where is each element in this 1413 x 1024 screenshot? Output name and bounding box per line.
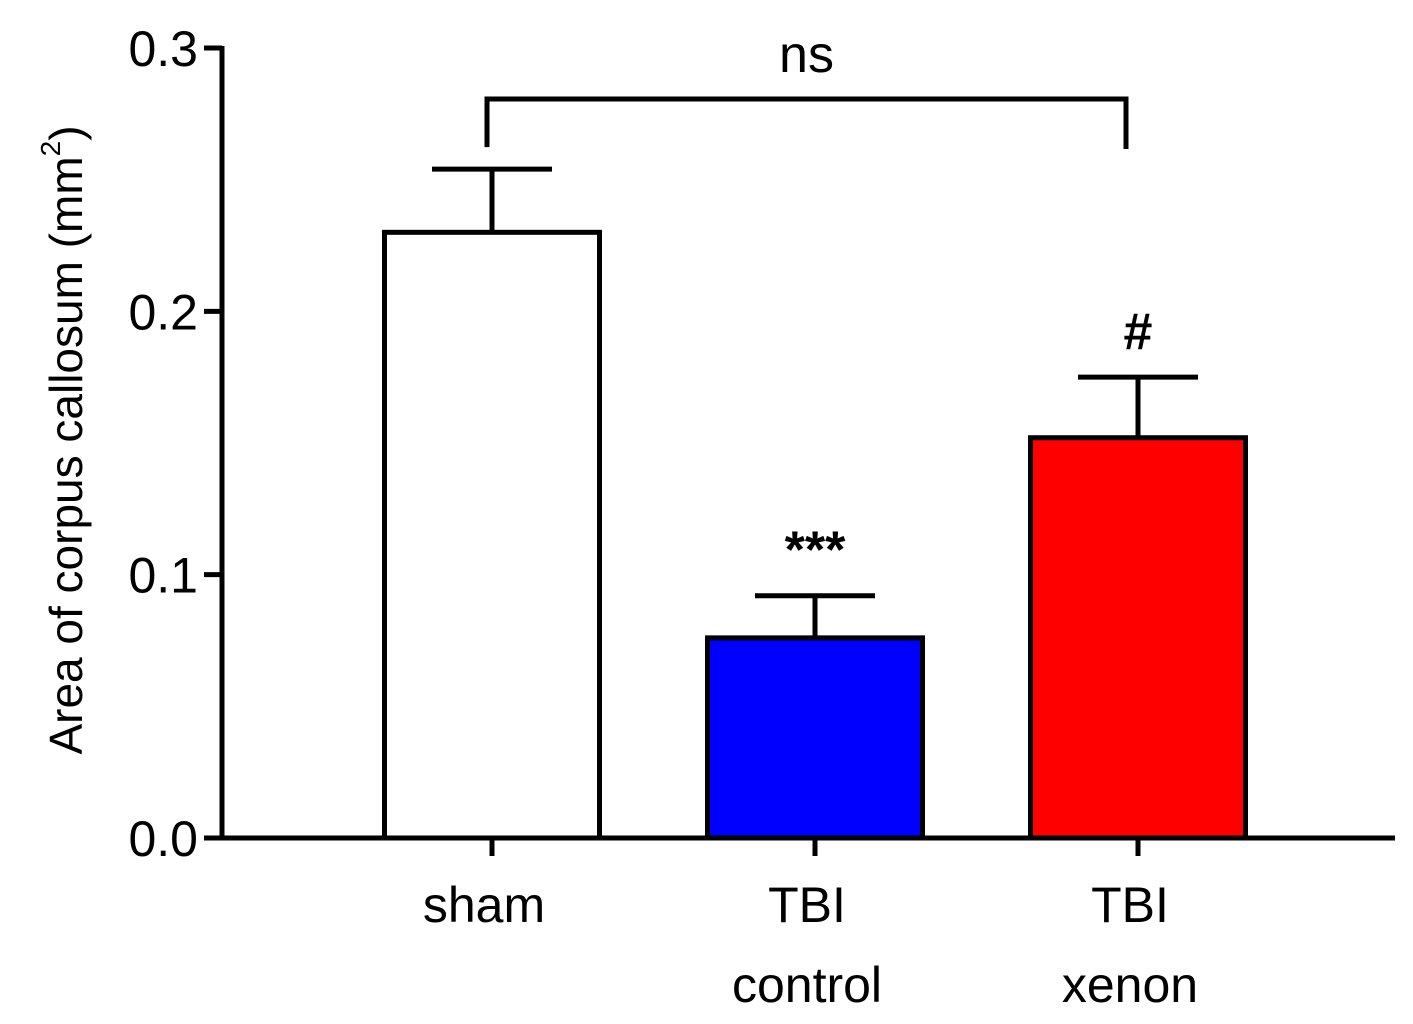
x-tick-label: sham: [423, 877, 545, 933]
y-axis-label: Area of corpus callosum (mm2): [35, 125, 92, 754]
significance-bracket: [484, 96, 1129, 149]
bar: [1028, 435, 1248, 841]
y-tick-label: 0.0: [128, 811, 198, 867]
bars: [382, 96, 1248, 841]
significance-annotation: #: [1124, 303, 1153, 361]
x-tick-label: TBI control: [732, 877, 882, 1013]
bar: [382, 229, 602, 841]
y-axis-label-superscript: 2: [35, 141, 66, 157]
y-tick-label: 0.1: [128, 548, 198, 604]
bracket-label: ns: [779, 26, 834, 84]
bar: [705, 635, 925, 841]
significance-annotation: ***: [785, 522, 846, 580]
x-tick-label: TBI xenon: [1062, 877, 1198, 1013]
labels: 0.0 0.1 0.2 0.3 sham TBI control *** TBI xenon # ns: [128, 21, 1198, 1013]
y-tick-label: 0.3: [128, 21, 198, 77]
y-tick-label: 0.2: [128, 284, 198, 340]
y-axis-label-close: ): [40, 125, 92, 140]
y-axis-label-main: Area of corpus callosum (mm: [40, 156, 92, 754]
